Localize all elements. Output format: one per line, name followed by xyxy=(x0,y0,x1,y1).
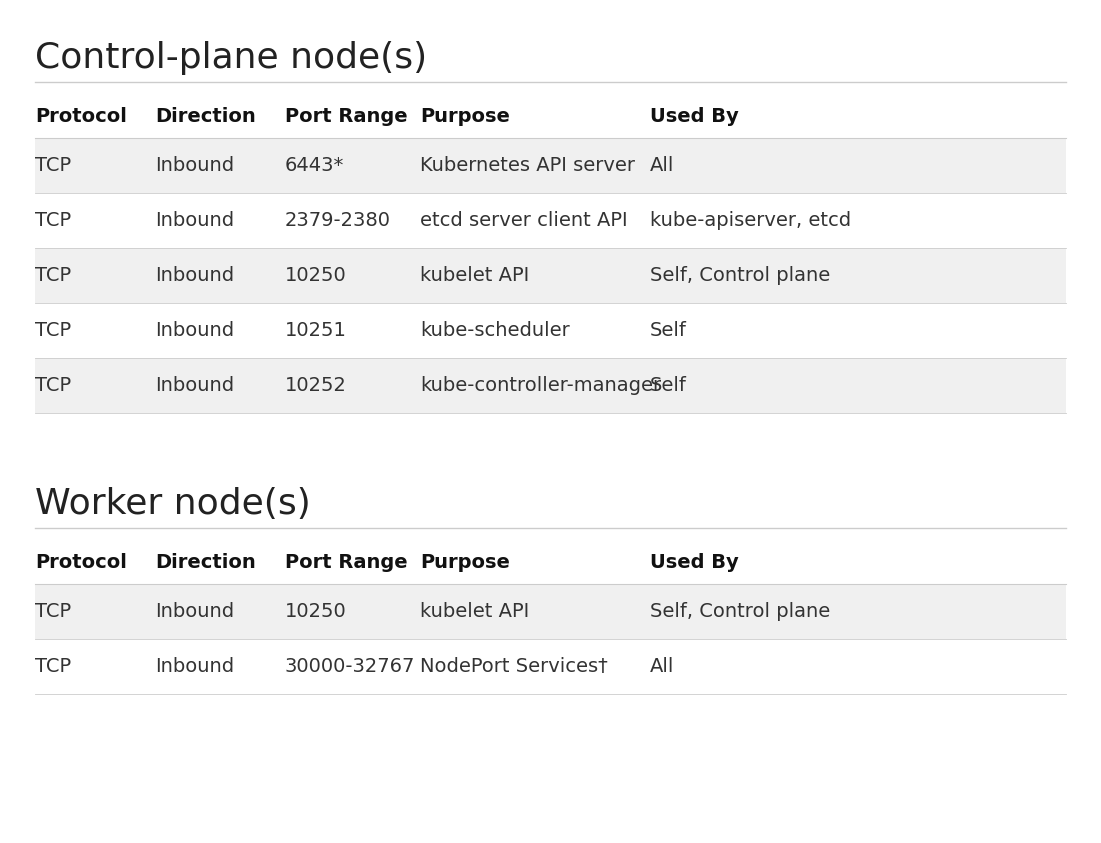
Text: 2379-2380: 2379-2380 xyxy=(285,211,391,230)
Text: All: All xyxy=(650,156,675,175)
Text: 30000-32767: 30000-32767 xyxy=(285,657,415,676)
Text: Port Range: Port Range xyxy=(285,106,407,126)
Text: NodePort Services†: NodePort Services† xyxy=(419,657,608,676)
Text: TCP: TCP xyxy=(35,211,72,230)
Text: 10250: 10250 xyxy=(285,602,347,621)
Text: TCP: TCP xyxy=(35,266,72,285)
Text: Kubernetes API server: Kubernetes API server xyxy=(419,156,635,175)
Text: etcd server client API: etcd server client API xyxy=(419,211,628,230)
Text: kube-controller-manager: kube-controller-manager xyxy=(419,376,661,395)
Text: Inbound: Inbound xyxy=(155,321,235,340)
Text: kubelet API: kubelet API xyxy=(419,266,530,285)
Text: Inbound: Inbound xyxy=(155,376,235,395)
Text: TCP: TCP xyxy=(35,602,72,621)
Text: Inbound: Inbound xyxy=(155,156,235,175)
Text: TCP: TCP xyxy=(35,156,72,175)
Text: Self: Self xyxy=(650,376,687,395)
Text: Purpose: Purpose xyxy=(419,552,510,572)
Text: Self: Self xyxy=(650,321,687,340)
Text: TCP: TCP xyxy=(35,657,72,676)
Text: kubelet API: kubelet API xyxy=(419,602,530,621)
Text: kube-scheduler: kube-scheduler xyxy=(419,321,569,340)
Text: Protocol: Protocol xyxy=(35,106,127,126)
Text: 10252: 10252 xyxy=(285,376,347,395)
Text: Worker node(s): Worker node(s) xyxy=(35,487,310,521)
Text: Used By: Used By xyxy=(650,552,739,572)
Text: Control-plane node(s): Control-plane node(s) xyxy=(35,41,427,75)
Text: Direction: Direction xyxy=(155,552,255,572)
Text: Inbound: Inbound xyxy=(155,602,235,621)
Text: kube-apiserver, etcd: kube-apiserver, etcd xyxy=(650,211,851,230)
Text: 10251: 10251 xyxy=(285,321,347,340)
Text: Protocol: Protocol xyxy=(35,552,127,572)
Text: Inbound: Inbound xyxy=(155,211,235,230)
Text: Purpose: Purpose xyxy=(419,106,510,126)
Text: 10250: 10250 xyxy=(285,266,347,285)
Text: Direction: Direction xyxy=(155,106,255,126)
Text: Self, Control plane: Self, Control plane xyxy=(650,602,830,621)
Text: Port Range: Port Range xyxy=(285,552,407,572)
Text: 6443*: 6443* xyxy=(285,156,345,175)
Text: Inbound: Inbound xyxy=(155,266,235,285)
Text: TCP: TCP xyxy=(35,321,72,340)
Text: Used By: Used By xyxy=(650,106,739,126)
Text: TCP: TCP xyxy=(35,376,72,395)
Text: Inbound: Inbound xyxy=(155,657,235,676)
Text: All: All xyxy=(650,657,675,676)
Text: Self, Control plane: Self, Control plane xyxy=(650,266,830,285)
